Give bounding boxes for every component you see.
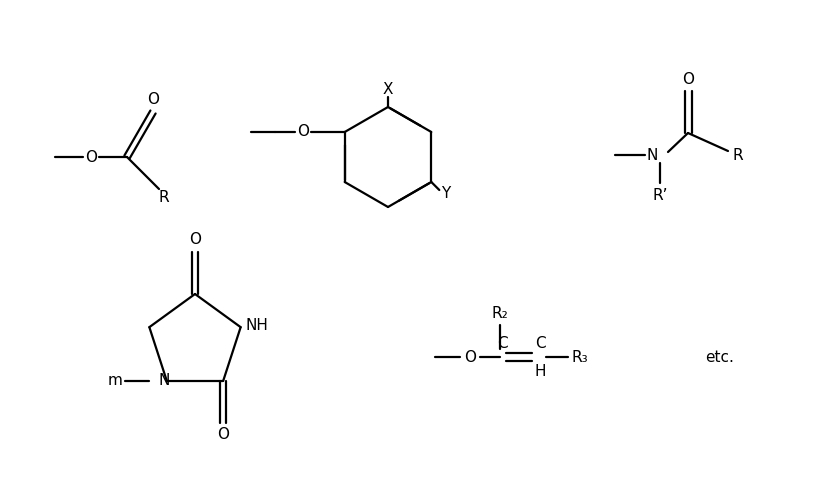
Text: NH: NH: [245, 318, 268, 332]
Text: X: X: [383, 82, 393, 96]
Text: N: N: [646, 148, 658, 163]
Text: O: O: [682, 72, 694, 86]
Text: O: O: [297, 125, 309, 140]
Text: R: R: [732, 148, 743, 163]
Text: m: m: [108, 373, 122, 388]
Text: R₃: R₃: [571, 349, 589, 364]
Text: etc.: etc.: [705, 349, 734, 364]
Text: O: O: [147, 91, 159, 106]
Text: Y: Y: [441, 186, 450, 201]
Text: C: C: [534, 335, 545, 350]
Text: O: O: [85, 150, 97, 165]
Text: O: O: [189, 233, 201, 248]
Text: R₂: R₂: [492, 306, 508, 321]
Text: O: O: [217, 427, 229, 442]
Text: N: N: [158, 373, 169, 388]
Text: C: C: [496, 335, 507, 350]
Text: R: R: [159, 189, 169, 204]
Text: R’: R’: [652, 187, 667, 202]
Text: O: O: [464, 349, 476, 364]
Text: H: H: [534, 363, 546, 379]
